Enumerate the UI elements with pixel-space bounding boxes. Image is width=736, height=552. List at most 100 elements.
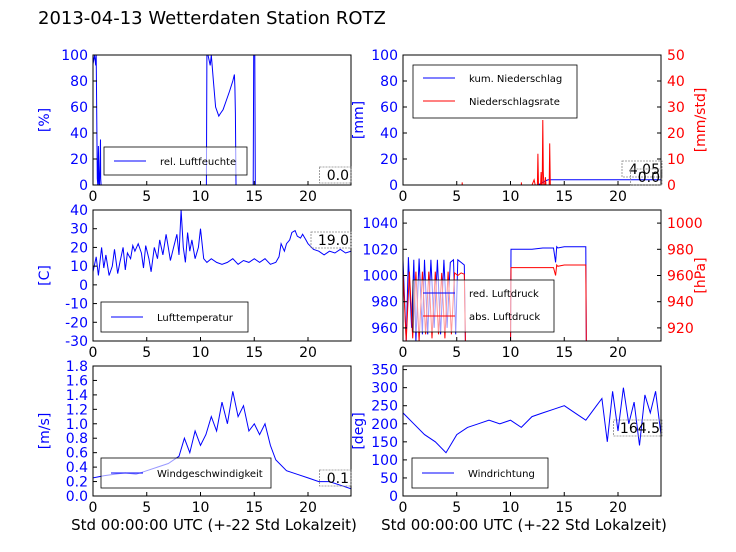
precipitation-y2-axis-label: [mm/std] bbox=[693, 88, 709, 153]
temperature-y-tick-label: -10 bbox=[65, 297, 88, 313]
pressure-series-line-1 bbox=[403, 263, 587, 341]
humidity-value-label: 0.0 bbox=[327, 168, 349, 184]
pressure-y2-tick-label: 940 bbox=[667, 295, 694, 311]
precipitation-y2-tick-label: 20 bbox=[667, 126, 685, 142]
precipitation-x-tick-label: 5 bbox=[452, 189, 461, 205]
temperature-value-box bbox=[310, 231, 352, 249]
wind_direction-value-label: 164.5 bbox=[620, 421, 660, 437]
wind_direction-x-tick-label: 15 bbox=[555, 500, 573, 516]
precipitation-y-tick-label: 20 bbox=[380, 152, 398, 168]
pressure-y2-axis-label: [hPa] bbox=[693, 257, 709, 293]
precipitation-y-tick-label: 40 bbox=[380, 126, 398, 142]
temperature-y-tick-label: -30 bbox=[65, 334, 88, 350]
humidity-y-tick-label: 80 bbox=[70, 74, 88, 90]
pressure-y2-tick-label: 1000 bbox=[667, 216, 703, 232]
wind_speed-x-tick-label: 10 bbox=[192, 500, 210, 516]
humidity-y-axis-label: [%] bbox=[37, 108, 53, 132]
wind_speed-x-tick-label: 20 bbox=[299, 500, 317, 516]
wind_speed-y-tick-label: 1.8 bbox=[66, 359, 88, 375]
wind_speed-y-tick-label: 0.4 bbox=[66, 460, 88, 476]
wind_direction-legend-box bbox=[411, 457, 549, 489]
wind_direction-x-tick-label: 0 bbox=[399, 500, 408, 516]
pressure-x-tick-label: 20 bbox=[609, 345, 627, 361]
humidity-x-tick-label: 15 bbox=[245, 189, 263, 205]
wind_speed-y-tick-label: 0.0 bbox=[66, 489, 88, 505]
precipitation-y-tick-label: 80 bbox=[380, 74, 398, 90]
wind_speed-x-axis-label: Std 00:00:00 UTC (+-22 Std Lokalzeit) bbox=[71, 516, 357, 534]
wind_speed-x-tick-label: 5 bbox=[142, 500, 151, 516]
temperature-y-tick-label: 20 bbox=[70, 240, 88, 256]
precipitation-y2-tick-label: 0 bbox=[667, 178, 676, 194]
wind_direction-series-line-0 bbox=[403, 387, 661, 454]
wind_direction-value-box bbox=[613, 419, 663, 437]
precipitation-y2-tick-label: 30 bbox=[667, 100, 685, 116]
humidity-x-tick-label: 0 bbox=[89, 189, 98, 205]
page-title: 2013-04-13 Wetterdaten Station ROTZ bbox=[38, 8, 386, 29]
wind_speed-value-label: 0.1 bbox=[327, 471, 349, 487]
wind_speed-y-tick-label: 1.2 bbox=[66, 402, 88, 418]
temperature-axes-frame bbox=[92, 209, 352, 342]
temperature-value-label: 19.0 bbox=[318, 233, 349, 249]
temperature-legend-label: Lufttemperatur bbox=[157, 313, 234, 324]
humidity-axes-frame bbox=[92, 54, 352, 186]
precipitation-y2-tick-label: 50 bbox=[667, 48, 685, 64]
precipitation-y-axis-label: [mm] bbox=[351, 101, 367, 139]
humidity-y-tick-label: 60 bbox=[70, 100, 88, 116]
pressure-y-tick-label: 980 bbox=[371, 295, 398, 311]
wind_speed-value-box bbox=[319, 469, 352, 487]
wind_direction-axes-frame bbox=[402, 365, 662, 497]
pressure-legend-label: abs. Luftdruck bbox=[469, 312, 540, 323]
wind_speed-y-tick-label: 1.0 bbox=[66, 417, 88, 433]
precipitation-axes-frame bbox=[402, 54, 662, 186]
humidity-y-tick-label: 20 bbox=[70, 152, 88, 168]
pressure-legend-box bbox=[412, 279, 555, 333]
humidity-x-tick-label: 10 bbox=[192, 189, 210, 205]
precipitation-value-label: 4.05 bbox=[629, 162, 660, 178]
pressure-y-tick-label: 1020 bbox=[362, 242, 398, 258]
temperature-x-tick-label: 5 bbox=[142, 345, 151, 361]
wind_speed-y-tick-label: 1.4 bbox=[66, 388, 88, 404]
wind_speed-y-tick-label: 0.2 bbox=[66, 475, 88, 491]
wind_speed-x-tick-label: 0 bbox=[89, 500, 98, 516]
humidity-y-tick-label: 0 bbox=[79, 178, 88, 194]
temperature-y-tick-label: 0 bbox=[79, 278, 88, 294]
wind_direction-y-tick-label: 50 bbox=[380, 471, 398, 487]
precipitation-x-tick-label: 0 bbox=[399, 189, 408, 205]
humidity-x-tick-label: 5 bbox=[142, 189, 151, 205]
precipitation-y-tick-label: 60 bbox=[380, 100, 398, 116]
wind_direction-y-tick-label: 350 bbox=[371, 363, 398, 379]
temperature-y-tick-label: 40 bbox=[70, 203, 88, 219]
precipitation-x-tick-label: 20 bbox=[609, 189, 627, 205]
wind_speed-y-tick-label: 0.6 bbox=[66, 446, 88, 462]
temperature-series-line-0 bbox=[93, 210, 351, 276]
pressure-x-tick-label: 5 bbox=[452, 345, 461, 361]
wind_speed-axes-frame bbox=[92, 365, 352, 497]
precipitation-value-label: 0.0 bbox=[638, 170, 660, 186]
pressure-y-tick-label: 1000 bbox=[362, 269, 398, 285]
wind_direction-x-tick-label: 5 bbox=[452, 500, 461, 516]
precipitation-legend-label: Niederschlagsrate bbox=[469, 97, 560, 108]
wind_speed-x-tick-label: 15 bbox=[245, 500, 263, 516]
wind_direction-y-tick-label: 250 bbox=[371, 399, 398, 415]
humidity-series-line-0 bbox=[93, 55, 351, 185]
temperature-x-tick-label: 10 bbox=[192, 345, 210, 361]
pressure-x-tick-label: 15 bbox=[555, 345, 573, 361]
precipitation-legend-label: kum. Niederschlag bbox=[469, 74, 562, 85]
precipitation-y2-tick-label: 40 bbox=[667, 74, 685, 90]
temperature-y-tick-label: 30 bbox=[70, 222, 88, 238]
temperature-x-tick-label: 0 bbox=[89, 345, 98, 361]
wind_direction-y-tick-label: 0 bbox=[389, 489, 398, 505]
precipitation-y2-tick-label: 10 bbox=[667, 152, 685, 168]
wind_direction-y-tick-label: 300 bbox=[371, 381, 398, 397]
wind_speed-legend-label: Windgeschwindigkeit bbox=[157, 469, 263, 480]
pressure-x-tick-label: 0 bbox=[399, 345, 408, 361]
pressure-legend-label: red. Luftdruck bbox=[469, 289, 539, 300]
temperature-y-tick-label: 10 bbox=[70, 259, 88, 275]
temperature-x-tick-label: 15 bbox=[245, 345, 263, 361]
wind_speed-y-axis-label: [m/s] bbox=[37, 413, 53, 450]
temperature-y-tick-label: -20 bbox=[65, 315, 88, 331]
humidity-value-box bbox=[319, 166, 352, 184]
precipitation-value-box bbox=[630, 168, 663, 186]
humidity-legend-label: rel. Luftfeuchte bbox=[160, 157, 236, 168]
